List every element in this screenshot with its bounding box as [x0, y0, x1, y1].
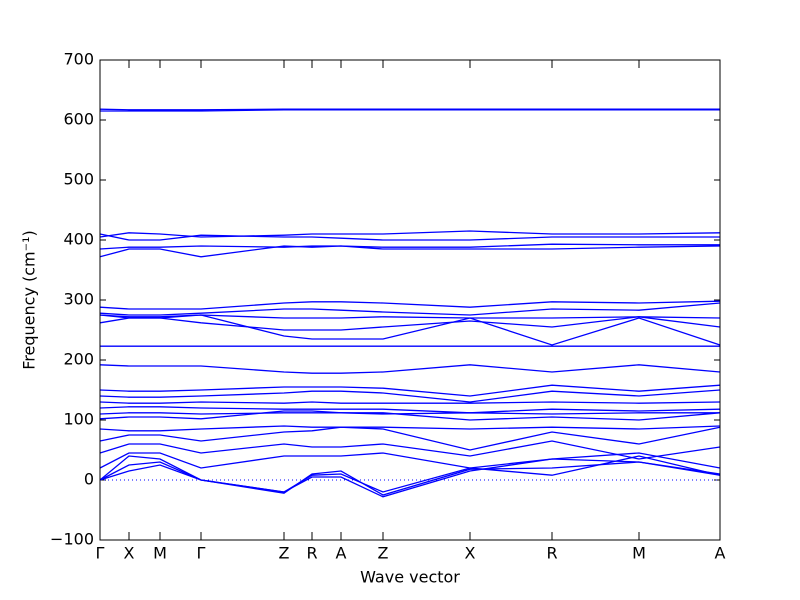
x-tick-label: R	[306, 544, 317, 563]
x-tick-label: Z	[378, 544, 389, 563]
band-line	[99, 302, 721, 316]
y-tick-label: 700	[63, 50, 94, 69]
x-tick-label: Γ	[96, 544, 105, 563]
band-line	[99, 314, 721, 346]
plot-frame	[99, 59, 721, 541]
y-tick-label: 0	[84, 470, 94, 489]
band-line	[99, 410, 721, 421]
y-tick-label: 400	[63, 230, 94, 249]
x-tick-label: A	[336, 544, 347, 563]
y-tick-label: 500	[63, 170, 94, 189]
band-line	[99, 412, 720, 415]
band-line	[99, 458, 721, 498]
band-line	[99, 243, 720, 250]
x-tick-label: X	[124, 544, 135, 563]
band-line	[99, 440, 721, 460]
band-line	[99, 426, 721, 451]
band-line	[99, 452, 721, 469]
x-tick-label: Γ	[197, 544, 206, 563]
band-line	[99, 401, 721, 404]
x-tick-label: M	[153, 544, 167, 563]
band-line	[99, 389, 721, 403]
band-line	[99, 233, 720, 241]
y-tick-label: −100	[50, 530, 94, 549]
x-axis-label: Wave vector	[360, 568, 460, 587]
y-tick-label: 600	[63, 110, 94, 129]
band-line	[99, 230, 721, 238]
band-line	[99, 300, 721, 310]
band-line	[99, 425, 721, 432]
y-tick-label: 200	[63, 350, 94, 369]
band-line	[99, 384, 721, 397]
x-tick-label: M	[632, 544, 646, 563]
band-line	[99, 364, 721, 374]
x-tick-label: R	[546, 544, 557, 563]
band-line	[99, 314, 721, 319]
band-line	[99, 245, 721, 258]
band-line	[99, 461, 721, 496]
band-line	[99, 108, 720, 111]
y-tick-label: 100	[63, 410, 94, 429]
x-tick-label: A	[715, 544, 726, 563]
x-tick-label: X	[465, 544, 476, 563]
band-line	[99, 406, 721, 414]
band-line	[99, 316, 721, 331]
band-line	[99, 455, 721, 493]
y-tick-label: 300	[63, 290, 94, 309]
x-tick-label: Z	[279, 544, 290, 563]
y-axis-label: Frequency (cm⁻¹)	[20, 230, 39, 369]
